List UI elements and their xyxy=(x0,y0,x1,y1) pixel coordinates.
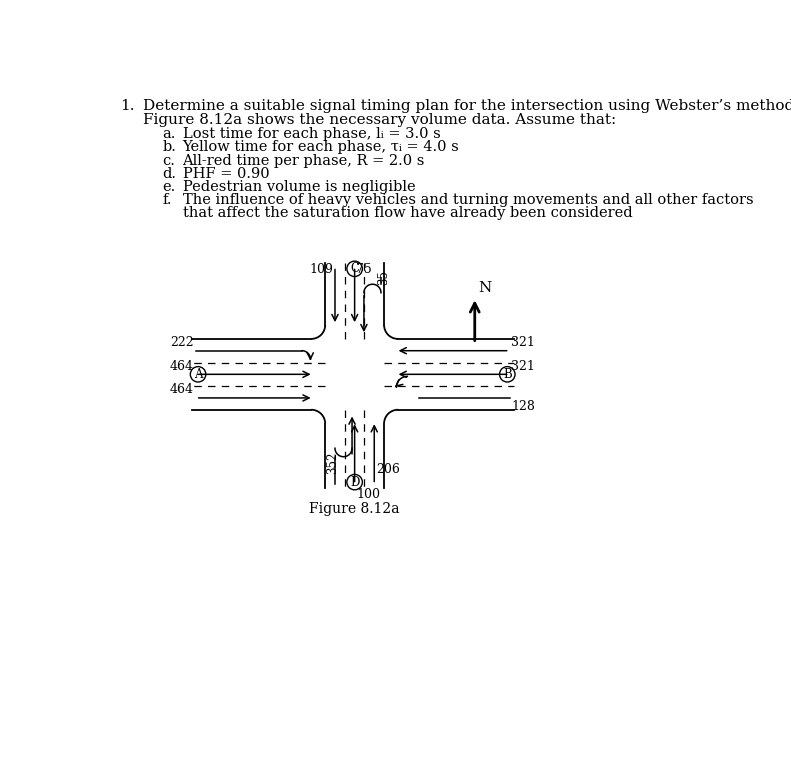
Text: 464: 464 xyxy=(169,360,194,373)
Text: 75: 75 xyxy=(356,264,372,277)
Text: 35: 35 xyxy=(377,271,390,285)
Text: B: B xyxy=(503,368,512,381)
Text: N: N xyxy=(479,281,492,295)
Text: Lost time for each phase, lᵢ = 3.0 s: Lost time for each phase, lᵢ = 3.0 s xyxy=(183,127,441,141)
Text: a.: a. xyxy=(162,127,176,141)
Text: Yellow time for each phase, τᵢ = 4.0 s: Yellow time for each phase, τᵢ = 4.0 s xyxy=(183,140,460,155)
Text: Figure 8.12a: Figure 8.12a xyxy=(309,502,400,516)
Text: All-red time per phase, R = 2.0 s: All-red time per phase, R = 2.0 s xyxy=(183,154,425,168)
Text: Pedestrian volume is negligible: Pedestrian volume is negligible xyxy=(183,180,415,194)
Text: c.: c. xyxy=(162,154,176,168)
Text: PHF = 0.90: PHF = 0.90 xyxy=(183,167,269,181)
Text: 222: 222 xyxy=(170,336,194,349)
Text: 206: 206 xyxy=(377,462,400,475)
Text: C: C xyxy=(350,262,359,275)
Text: 352: 352 xyxy=(326,451,339,474)
Text: D: D xyxy=(350,475,359,489)
Text: 109: 109 xyxy=(309,264,334,277)
Text: 464: 464 xyxy=(169,384,194,396)
Text: d.: d. xyxy=(162,167,176,181)
Text: b.: b. xyxy=(162,140,176,155)
Text: 321: 321 xyxy=(511,336,535,349)
Text: f.: f. xyxy=(162,193,172,208)
Text: 100: 100 xyxy=(356,487,380,500)
Text: Determine a suitable signal timing plan for the intersection using Webster’s met: Determine a suitable signal timing plan … xyxy=(143,99,791,113)
Text: that affect the saturation flow have already been considered: that affect the saturation flow have alr… xyxy=(183,206,632,220)
Text: A: A xyxy=(194,368,202,381)
Text: 321: 321 xyxy=(511,360,535,373)
Text: Figure 8.12a shows the necessary volume data. Assume that:: Figure 8.12a shows the necessary volume … xyxy=(143,112,616,127)
Text: The influence of heavy vehicles and turning movements and all other factors: The influence of heavy vehicles and turn… xyxy=(183,193,753,208)
Text: 1.: 1. xyxy=(120,99,135,113)
Text: e.: e. xyxy=(162,180,176,194)
Text: 128: 128 xyxy=(511,400,535,413)
